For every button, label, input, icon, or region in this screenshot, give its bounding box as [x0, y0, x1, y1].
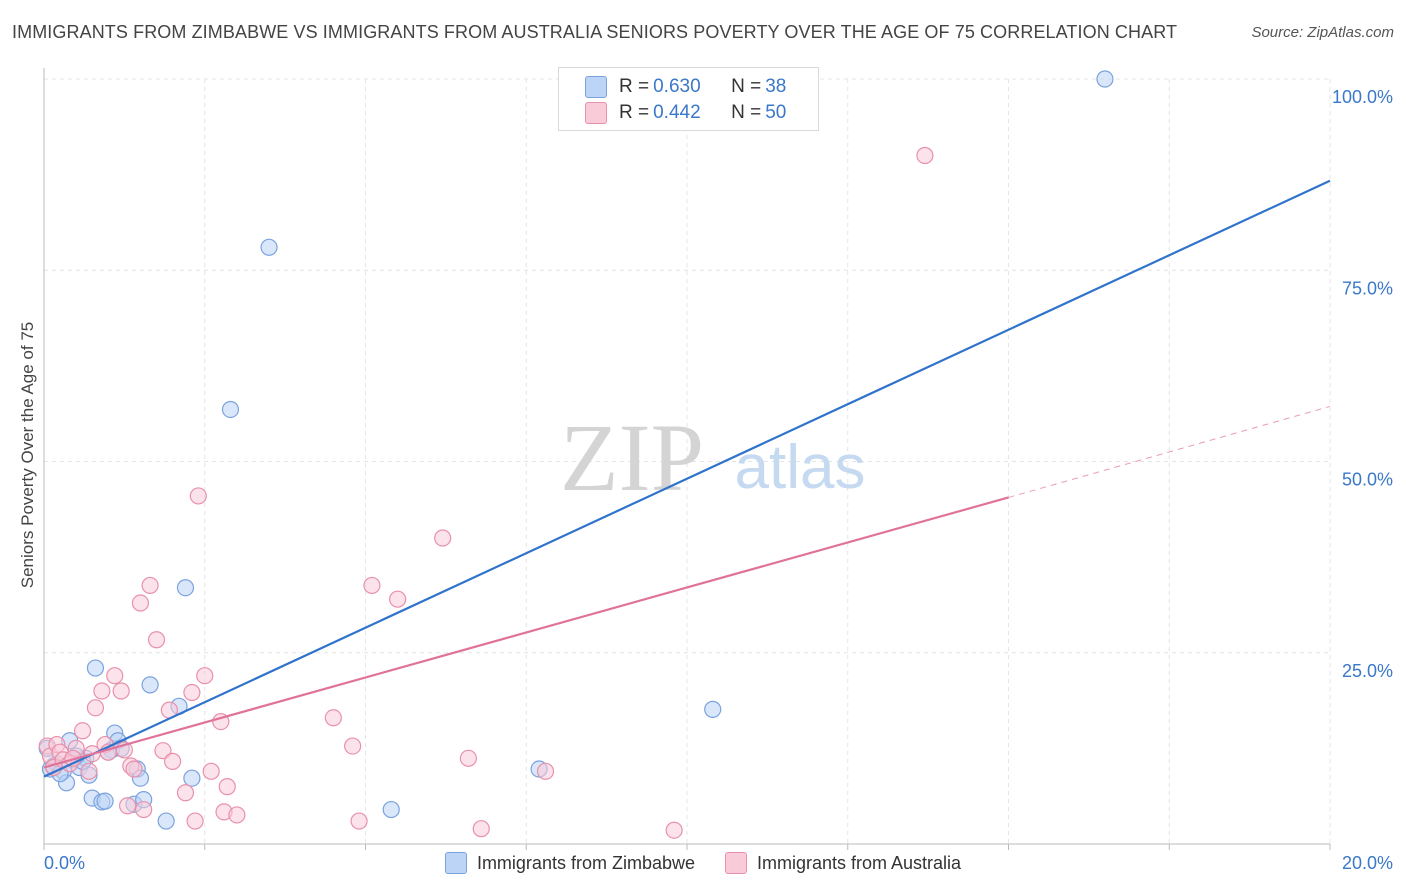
zimbabwe-point — [183, 769, 201, 787]
australia-point — [344, 737, 362, 755]
stats-legend-row-australia: R = 0.442 N = 50 — [585, 101, 786, 125]
n-value-zimbabwe: 38 — [765, 76, 787, 97]
x-tick-label: 20.0% — [1342, 853, 1393, 873]
legend-label-zimbabwe: Immigrants from Zimbabwe — [476, 852, 695, 873]
stats-legend-row-zimbabwe: R = 0.630 N = 38 — [585, 75, 786, 99]
australia-trendline — [43, 496, 1009, 769]
australia-point — [459, 749, 477, 767]
watermark-zip: ZIP — [560, 404, 704, 511]
australia-point — [196, 667, 214, 685]
australia-point — [189, 487, 207, 505]
zimbabwe-point — [382, 800, 400, 819]
australia-point — [147, 631, 166, 649]
y-tick-label: 75.0% — [1342, 278, 1393, 298]
watermark: ZIP atlas — [560, 404, 865, 511]
australia-point — [154, 742, 172, 760]
chart-title: IMMIGRANTS FROM ZIMBABWE VS IMMIGRANTS F… — [12, 22, 1178, 42]
source-label: Source: ZipAtlas.com — [1251, 24, 1394, 41]
australia-point — [363, 576, 381, 595]
trend-lines — [43, 179, 1331, 778]
australia-point — [73, 722, 92, 740]
legend-item-australia[interactable]: Immigrants from Australia — [725, 852, 961, 874]
australia-point — [131, 594, 150, 612]
australia-trendline — [1008, 405, 1331, 498]
series-legend: Immigrants from Zimbabwe Immigrants from… — [0, 852, 1406, 874]
australia-point — [202, 762, 220, 780]
australia-point — [125, 760, 143, 778]
n-label: N = — [731, 76, 762, 97]
australia-point — [176, 784, 195, 802]
x-tick-label: 0.0% — [44, 853, 85, 873]
r-value-zimbabwe: 0.630 — [653, 76, 701, 97]
zimbabwe-swatch — [444, 852, 467, 874]
zimbabwe-point — [96, 792, 114, 810]
australia-point — [536, 762, 555, 780]
australia-point — [135, 800, 153, 819]
australia-point — [86, 699, 105, 717]
n-label: N = — [731, 102, 762, 123]
australia-point — [228, 806, 246, 824]
zimbabwe-point — [704, 700, 722, 718]
australia-point — [183, 683, 201, 702]
zimbabwe-point — [1096, 70, 1114, 88]
australia-point — [93, 682, 111, 700]
australia-point — [665, 821, 683, 839]
australia-point — [350, 812, 368, 830]
australia-point — [186, 812, 204, 830]
y-tick-label: 100.0% — [1332, 87, 1393, 107]
r-value-australia: 0.442 — [653, 102, 701, 123]
zimbabwe-swatch — [585, 76, 607, 98]
australia-point — [324, 709, 342, 727]
y-tick-label: 25.0% — [1342, 661, 1393, 681]
australia-point — [112, 682, 130, 700]
australia-swatch — [725, 852, 747, 874]
australia-point — [434, 529, 452, 547]
australia-point — [218, 778, 236, 796]
australia-point — [80, 762, 98, 780]
legend-item-zimbabwe[interactable]: Immigrants from Zimbabwe — [444, 852, 695, 874]
zimbabwe-point — [157, 812, 175, 830]
r-label: R = — [619, 76, 650, 97]
r-label: R = — [619, 102, 650, 123]
stats-legend: R = 0.630 N = 38 R = 0.442 N = 50 — [558, 67, 819, 131]
watermark-atlas: atlas — [735, 433, 866, 502]
australia-swatch — [585, 102, 607, 124]
zimbabwe-point — [260, 238, 278, 256]
australia-point — [141, 576, 159, 595]
zimbabwe-point — [86, 659, 105, 677]
australia-point — [118, 797, 137, 815]
tick-labels: 25.0% 50.0% 75.0% 100.0% 0.0% 20.0% — [44, 87, 1393, 873]
n-value-australia: 50 — [765, 102, 787, 123]
zimbabwe-point — [176, 579, 195, 597]
zimbabwe-point — [141, 676, 159, 694]
australia-point — [472, 820, 490, 838]
y-tick-label: 50.0% — [1342, 470, 1393, 490]
australia-point — [916, 146, 934, 165]
australia-point — [164, 752, 182, 770]
axes — [43, 68, 1331, 850]
zimbabwe-point — [221, 400, 240, 419]
australia-point — [389, 590, 407, 608]
australia-point — [106, 667, 124, 685]
legend-label-australia: Immigrants from Australia — [757, 852, 962, 873]
zimbabwe-trendline — [43, 179, 1331, 778]
